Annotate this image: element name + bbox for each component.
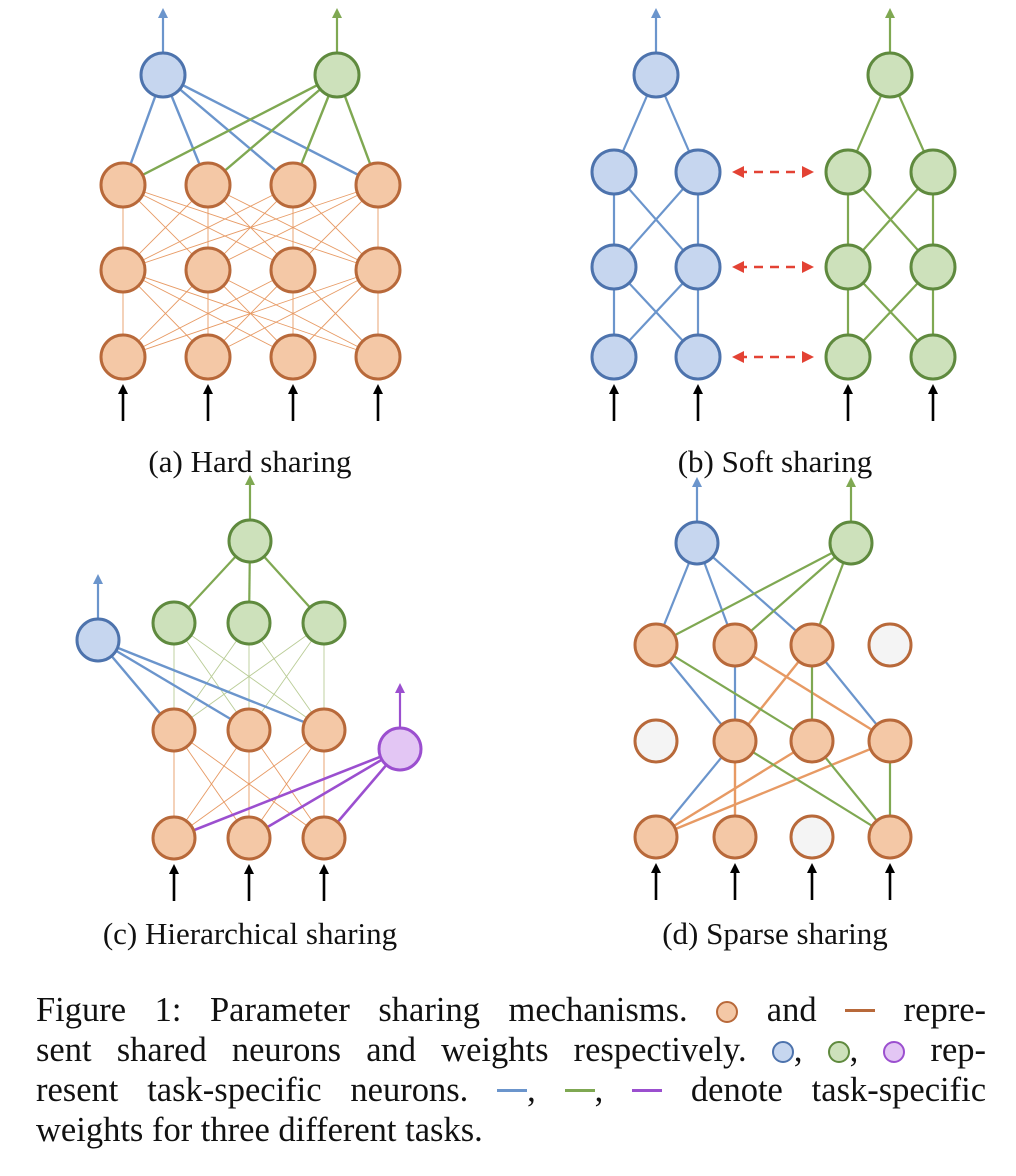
blue-task-neuron — [139, 51, 187, 99]
shared-neuron — [99, 333, 147, 381]
blue-task-weight — [97, 638, 250, 732]
green-task-neuron — [828, 520, 874, 566]
shared-neuron-symbol — [716, 1001, 739, 1023]
shared-neuron — [712, 622, 758, 668]
green-task-weight — [207, 74, 338, 186]
shared-weight-symbol — [845, 1009, 876, 1012]
shared-neuron — [151, 707, 197, 753]
blue-task-neuron — [590, 333, 638, 381]
green-task-neuron — [824, 333, 872, 381]
shared-neuron — [226, 707, 272, 753]
caption-line-1: Figure 1: Parameter sharing mechanisms. … — [36, 991, 987, 1029]
shared-neuron — [226, 815, 272, 861]
green-task-neuron — [824, 148, 872, 196]
shared-neuron — [633, 814, 679, 860]
shared-neuron — [269, 246, 317, 294]
green-task-neuron — [227, 518, 273, 564]
green-neuron-symbol — [827, 1041, 850, 1063]
shared-neuron — [354, 246, 402, 294]
green-task-neuron — [909, 333, 957, 381]
shared-neuron — [99, 161, 147, 209]
green-task-weight — [655, 542, 852, 646]
blue-task-neuron — [674, 148, 722, 196]
shared-neuron — [789, 718, 835, 764]
shared-weight — [122, 184, 379, 271]
green-weight-symbol — [564, 1089, 595, 1092]
purple-task-weight — [173, 747, 401, 840]
shared-neuron — [151, 815, 197, 861]
blue-weight-symbol — [497, 1089, 528, 1092]
blue-task-neuron — [590, 243, 638, 291]
blue-task-neuron — [590, 148, 638, 196]
shared-weight — [122, 269, 379, 358]
purple-task-weight — [248, 747, 401, 840]
shared-neuron — [269, 161, 317, 209]
shared-neuron — [301, 707, 347, 753]
shared-neuron — [354, 161, 402, 209]
blue-task-neuron — [674, 333, 722, 381]
sparse-sharing-diagram — [633, 477, 913, 900]
shared-neuron — [712, 718, 758, 764]
hierarchical-sharing-diagram — [75, 475, 423, 901]
blue-task-weight — [162, 73, 379, 187]
shared-neuron — [867, 718, 913, 764]
subcaption-hard-sharing: (a) Hard sharing — [148, 444, 352, 479]
shared-neuron — [184, 246, 232, 294]
shared-neuron — [99, 246, 147, 294]
inactive-neuron — [789, 814, 835, 860]
caption-line-3: resent task-specific neurons. , , denote… — [36, 1071, 987, 1109]
caption-line-2: sent shared neurons and weights respecti… — [36, 1031, 987, 1069]
purple-task-neuron — [377, 726, 423, 772]
caption-line-4: weights for three different tasks. — [36, 1111, 483, 1149]
green-task-neuron — [151, 600, 197, 646]
shared-weight — [173, 729, 325, 839]
shared-neuron — [184, 333, 232, 381]
shared-weight — [122, 269, 294, 358]
green-task-neuron — [866, 51, 914, 99]
parameter-sharing-figure — [75, 8, 957, 901]
blue-task-neuron — [674, 520, 720, 566]
shared-weight — [207, 269, 379, 358]
shared-neuron — [867, 814, 913, 860]
purple-weight-symbol — [632, 1089, 663, 1092]
shared-neuron — [269, 333, 317, 381]
purple-neuron-symbol — [883, 1041, 906, 1063]
subcaption-hierarchical-sharing: (c) Hierarchical sharing — [102, 916, 398, 951]
green-task-neuron — [824, 243, 872, 291]
green-task-weight — [734, 740, 891, 838]
shared-weight — [655, 739, 891, 839]
shared-weight — [207, 184, 379, 271]
caption-label: Figure 1: — [36, 991, 182, 1029]
green-task-neuron — [226, 600, 272, 646]
inactive-neuron — [633, 718, 679, 764]
blue-task-neuron — [632, 51, 680, 99]
green-task-weight — [734, 542, 852, 646]
subcaption-sparse-sharing: (d) Sparse sharing — [662, 916, 888, 951]
shared-neuron — [184, 161, 232, 209]
blue-task-neuron — [75, 617, 121, 663]
shared-neuron — [301, 815, 347, 861]
green-task-neuron — [301, 600, 347, 646]
blue-task-weight — [97, 638, 325, 732]
inactive-neuron — [867, 622, 913, 668]
blue-neuron-symbol — [771, 1041, 794, 1063]
green-task-weight — [122, 73, 338, 187]
subcaption-soft-sharing: (b) Soft sharing — [677, 444, 873, 479]
green-task-weight — [173, 622, 325, 731]
shared-weight — [122, 184, 294, 271]
figure-caption: Figure 1: Parameter sharing mechanisms. … — [36, 990, 986, 1150]
shared-neuron — [633, 622, 679, 668]
green-task-neuron — [909, 148, 957, 196]
blue-task-neuron — [674, 243, 722, 291]
soft-sharing-diagram — [590, 8, 957, 421]
green-task-neuron — [909, 243, 957, 291]
green-task-neuron — [313, 51, 361, 99]
shared-neuron — [354, 333, 402, 381]
hard-sharing-diagram — [99, 8, 402, 421]
green-task-weight — [655, 644, 813, 742]
shared-neuron — [789, 622, 835, 668]
shared-weight — [655, 739, 813, 839]
shared-neuron — [712, 814, 758, 860]
